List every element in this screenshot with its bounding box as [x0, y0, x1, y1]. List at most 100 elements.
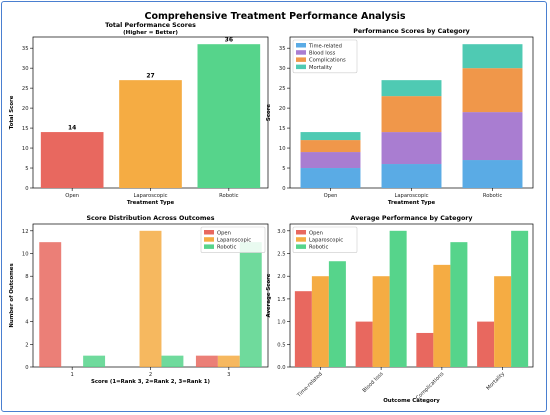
x-tick-label-mortality: Mortality	[486, 371, 506, 391]
y-tick-label: 8	[25, 274, 28, 280]
y-tick-label: 1.0	[277, 320, 285, 326]
y-tick-label: 5	[282, 166, 285, 172]
x-tick-label-1: 1	[71, 372, 74, 378]
bar-laparoscopic	[119, 80, 182, 188]
bar-mortality-laparoscopic	[494, 276, 512, 367]
bar-complications-robotic	[450, 242, 468, 367]
bar-laparoscopic-blood-loss	[381, 132, 442, 165]
x-tick-label-robotic: Robotic	[483, 193, 502, 199]
x-tick-label-blood-loss: Blood loss	[362, 371, 385, 394]
bar-complications-open	[416, 332, 434, 367]
y-tick-label: 10	[279, 146, 286, 152]
bar-time-related-laparoscopic	[311, 276, 329, 367]
y-axis-label: Score	[266, 104, 272, 121]
legend-label-robotic: Robotic	[217, 245, 236, 251]
bar-time-related-robotic	[328, 261, 346, 367]
x-axis-label: Outcome Category	[383, 398, 440, 404]
legend-swatch-mortality	[296, 64, 306, 70]
legend-label-open: Open	[309, 230, 323, 236]
bar-open-blood-loss	[300, 152, 361, 169]
legend-swatch-laparoscopic	[296, 237, 306, 242]
legend-box	[200, 226, 266, 253]
bar-3-laparoscopic	[217, 355, 240, 367]
y-tick-label: 30	[279, 66, 286, 72]
legend-label-blood-loss: Blood loss	[309, 51, 336, 57]
y-tick-label: 0	[282, 186, 285, 192]
bar-time-related-open	[294, 291, 312, 367]
plot-frame	[289, 223, 534, 368]
y-tick-label: 1.5	[277, 297, 285, 303]
legend-swatch-blood-loss	[296, 50, 306, 55]
y-tick-label: 5	[25, 166, 28, 172]
bar-robotic-complications	[462, 68, 523, 113]
x-axis-label: Treatment Type	[388, 200, 436, 206]
bar-blood-loss-open	[355, 321, 373, 367]
legend-label-laparoscopic: Laparoscopic	[217, 238, 251, 244]
legend-label-mortality: Mortality	[309, 65, 332, 71]
bar-robotic	[197, 44, 261, 188]
y-tick-label: 20	[279, 106, 286, 112]
x-tick-label-complications: Complications	[415, 371, 445, 401]
bar-mortality-open	[477, 321, 495, 367]
x-tick-label-open: Open	[65, 193, 79, 199]
x-tick-label-open: Open	[324, 193, 338, 199]
y-tick-label: 2.0	[277, 274, 285, 280]
x-axis-label: Treatment Type	[127, 200, 175, 206]
panel-category: 0 5 10 15 20 25 30 35 Open Laparoscopic Robotic Per…	[266, 28, 534, 206]
x-axis-label: Score (1=Rank 3, 2=Rank 2, 3=Rank 1)	[91, 379, 210, 385]
bar-open-mortality	[300, 132, 361, 141]
bar-open	[40, 132, 104, 188]
legend-swatch-open	[204, 230, 214, 235]
bar-3-open	[195, 355, 218, 367]
legend-label-laparoscopic: Laparoscopic	[309, 238, 343, 244]
x-tick-label-3: 3	[227, 372, 230, 378]
y-tick-label: 0	[25, 365, 28, 371]
y-tick-label: 10	[22, 252, 29, 258]
bar-laparoscopic-time-related	[381, 164, 442, 188]
legend-swatch-time-related	[296, 43, 306, 48]
y-axis-label: Average Score	[266, 273, 272, 317]
bar-laparoscopic-complications	[381, 96, 442, 133]
y-tick-label: 3.0	[277, 229, 285, 235]
y-tick-label: 25	[279, 86, 286, 92]
legend-swatch-robotic	[296, 244, 306, 249]
bar-2-laparoscopic	[139, 230, 162, 367]
y-tick-label: 2.5	[277, 252, 285, 258]
y-tick-label: 25	[22, 86, 29, 92]
bar-open-time-related	[300, 168, 361, 188]
figure-title: Comprehensive Treatment Performance Anal…	[144, 11, 406, 22]
chart-title: Average Performance by Category	[351, 215, 473, 222]
panel-average: 0.0 0.5 1.0 1.5 2.0 2.5 3.0 Time-related Blood l…	[266, 215, 534, 404]
y-tick-label: 35	[22, 46, 29, 52]
legend-box	[292, 226, 358, 253]
bar-3-robotic	[239, 242, 262, 367]
bar-open-complications	[300, 140, 361, 153]
y-tick-label: 20	[22, 106, 29, 112]
bar-mortality-robotic	[511, 230, 529, 367]
y-axis-label: Total Score	[9, 95, 15, 129]
legend-label-open: Open	[217, 230, 231, 236]
bar-complications-laparoscopic	[433, 264, 451, 367]
chart-subtitle: (Higher = Better)	[123, 30, 178, 36]
chart-title: Total Performance Scores	[105, 22, 196, 29]
legend-label-complications: Complications	[309, 58, 346, 64]
y-tick-label: 0.5	[277, 342, 285, 348]
y-tick-label: 0.0	[277, 365, 285, 371]
data-label-laparoscopic: 27	[146, 73, 154, 80]
bar-robotic-mortality	[462, 44, 523, 69]
legend-swatch-complications	[296, 57, 306, 62]
y-tick-label: 2	[25, 342, 28, 348]
bar-robotic-blood-loss	[462, 112, 523, 161]
x-tick-label-time-related: Time-related	[296, 371, 324, 399]
bar-blood-loss-robotic	[389, 230, 407, 367]
bar-2-robotic	[161, 355, 184, 367]
y-axis-label: Number of Outcomes	[9, 263, 15, 327]
y-tick-label: 30	[22, 66, 29, 72]
chart-title: Score Distribution Across Outcomes	[87, 215, 215, 222]
legend-label-robotic: Robotic	[309, 245, 328, 251]
bar-blood-loss-laparoscopic	[372, 276, 390, 367]
y-tick-label: 15	[279, 126, 286, 132]
data-label-robotic: 36	[225, 37, 233, 44]
